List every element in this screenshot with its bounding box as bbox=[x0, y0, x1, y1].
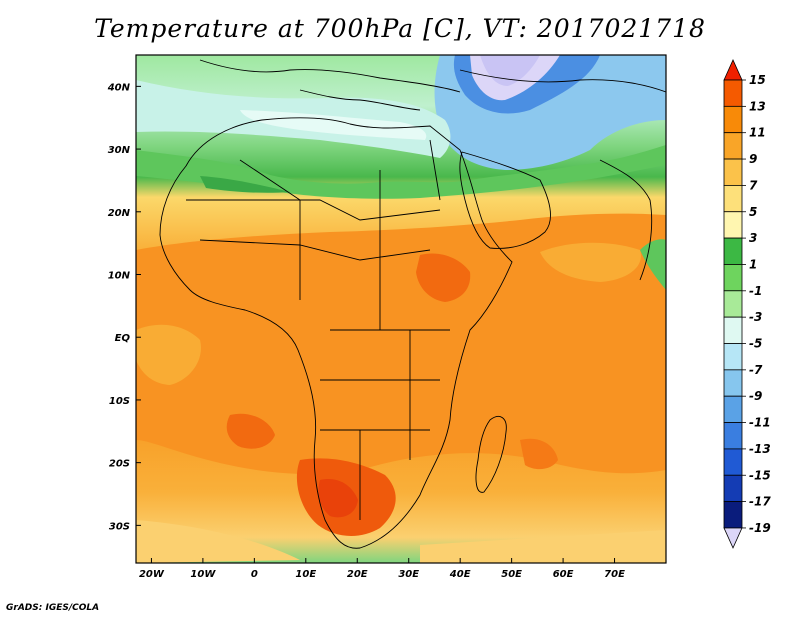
colorbar-swatch bbox=[723, 395, 743, 423]
colorbar-label: -9 bbox=[749, 389, 762, 403]
colorbar-label: -7 bbox=[749, 363, 763, 377]
colorbar-swatch bbox=[723, 132, 743, 160]
colorbar-label: -13 bbox=[749, 442, 771, 456]
colorbar-swatch bbox=[723, 79, 743, 107]
colorbar-swatch bbox=[723, 105, 743, 134]
coastline-overlay bbox=[159, 59, 666, 549]
colorbar-label: 15 bbox=[749, 73, 766, 87]
colorbar-swatch bbox=[723, 290, 743, 318]
colorbar: 15 13 11 9 7 5 3 1 -1 -3 -5 -7 -9 -11 -13 -15 -17 -19 bbox=[723, 59, 771, 549]
colorbar-label: 13 bbox=[749, 99, 766, 113]
colorbar-label: -11 bbox=[749, 416, 771, 430]
temperature-field bbox=[136, 55, 666, 563]
colorbar-max-arrow bbox=[723, 59, 743, 81]
lat-tick-label: EQ bbox=[115, 333, 131, 344]
colorbar-swatch bbox=[723, 501, 743, 529]
colorbar-label: -19 bbox=[749, 521, 771, 535]
lon-tick-label: 40E bbox=[449, 569, 471, 580]
map-title: Temperature at 700hPa [C], VT: 201702171… bbox=[94, 14, 706, 43]
colorbar-swatch bbox=[723, 448, 743, 476]
lon-tick-label: 10E bbox=[295, 569, 316, 580]
colorbar-label: 11 bbox=[749, 126, 766, 140]
colorbar-label: -15 bbox=[749, 468, 771, 482]
lon-tick-label: 70E bbox=[604, 569, 625, 580]
lat-tick-label: 20S bbox=[109, 459, 130, 470]
colorbar-swatch bbox=[723, 211, 743, 239]
lon-tick-label: 60E bbox=[553, 569, 574, 580]
colorbar-label: 9 bbox=[749, 152, 757, 166]
map-axes: 20W 10W 0 10E 20E 30E 40E 50E 60E 70E 40N 30N 20N 10N… bbox=[107, 82, 625, 580]
colorbar-label: -17 bbox=[749, 495, 771, 509]
lon-tick-label: 20W bbox=[139, 569, 165, 580]
colorbar-swatch bbox=[723, 158, 743, 186]
lon-tick-label: 0 bbox=[251, 569, 258, 580]
colorbar-swatch bbox=[723, 316, 743, 344]
colorbar-swatch bbox=[723, 474, 743, 503]
lat-tick-label: 40N bbox=[107, 82, 131, 93]
colorbar-swatch bbox=[723, 422, 743, 450]
colorbar-label: -3 bbox=[749, 310, 762, 324]
colorbar-label: -5 bbox=[749, 337, 762, 351]
colorbar-label: 7 bbox=[749, 178, 758, 192]
colorbar-label: -1 bbox=[749, 284, 762, 298]
lon-tick-label: 50E bbox=[501, 569, 522, 580]
lat-tick-label: 10S bbox=[109, 396, 130, 407]
lon-tick-label: 30E bbox=[398, 569, 419, 580]
colorbar-label: 3 bbox=[749, 231, 757, 245]
lat-tick-label: 20N bbox=[108, 208, 131, 219]
colorbar-swatch bbox=[723, 343, 743, 371]
lat-tick-label: 30S bbox=[109, 521, 130, 532]
colorbar-swatch bbox=[723, 184, 743, 213]
plot-frame bbox=[135, 54, 667, 564]
lon-tick-label: 20E bbox=[347, 569, 368, 580]
colorbar-swatch bbox=[723, 369, 743, 397]
colorbar-label: 1 bbox=[749, 257, 757, 271]
colorbar-swatch bbox=[723, 237, 743, 265]
colorbar-swatch bbox=[723, 264, 743, 292]
lon-tick-label: 10W bbox=[190, 569, 216, 580]
lat-tick-label: 30N bbox=[108, 145, 131, 156]
colorbar-label: 5 bbox=[749, 205, 757, 219]
colorbar-min-arrow bbox=[723, 527, 743, 549]
lat-tick-label: 10N bbox=[108, 271, 131, 282]
grads-credit: GrADS: IGES/COLA bbox=[6, 603, 100, 613]
